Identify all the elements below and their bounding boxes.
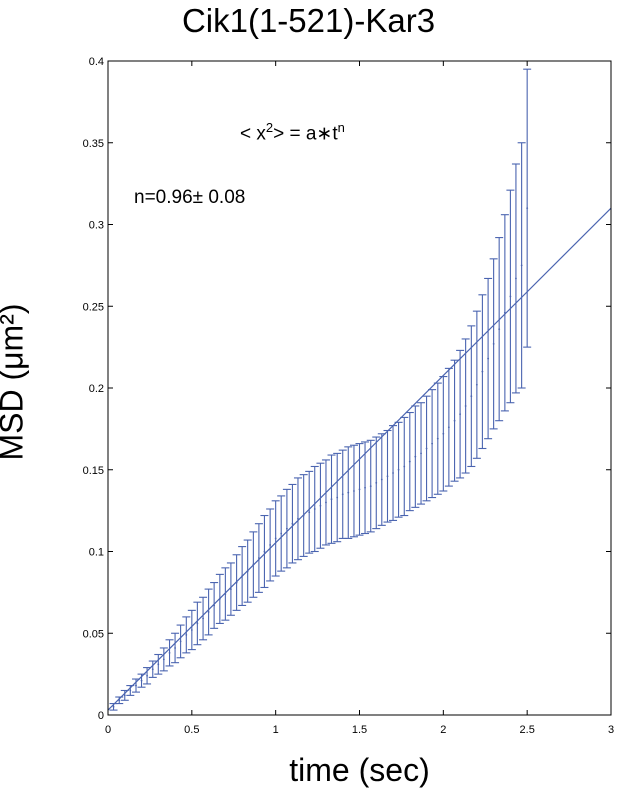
y-tick-label: 0.3 <box>89 220 104 232</box>
fit-formula: < x2> = a∗tn <box>240 120 345 145</box>
data-point <box>386 475 389 478</box>
data-point <box>364 486 366 489</box>
x-tick-label: 0 <box>105 724 111 736</box>
data-point <box>330 498 333 501</box>
data-point <box>336 496 339 499</box>
y-tick-label: 0.05 <box>83 628 104 640</box>
data-point <box>291 522 294 525</box>
data-point <box>447 426 450 429</box>
data-point <box>392 472 394 474</box>
data-point <box>526 207 529 210</box>
formula-exponent: n <box>337 120 345 135</box>
x-tick-label: 0.5 <box>184 724 199 736</box>
data-point <box>347 491 350 494</box>
data-point <box>112 705 115 708</box>
data-point <box>157 663 160 666</box>
y-tick-label: 0 <box>98 710 104 722</box>
data-layer <box>108 68 611 711</box>
exponent-value: n=0.96± 0.08 <box>134 187 246 208</box>
x-tick-label: 2.5 <box>520 724 535 736</box>
data-point <box>319 504 322 507</box>
data-point <box>162 658 165 661</box>
data-point <box>263 550 266 553</box>
data-point <box>487 357 490 360</box>
data-point <box>280 532 283 535</box>
data-point <box>179 640 182 643</box>
chart-title: Cik1(1-521)-Kar3 <box>181 2 436 39</box>
data-point <box>436 437 439 440</box>
data-point <box>509 295 512 298</box>
data-point <box>140 679 143 682</box>
y-tick-label: 0.4 <box>89 56 104 68</box>
y-tick-label: 0.1 <box>89 547 104 559</box>
data-point <box>459 413 461 416</box>
data-point <box>129 689 132 692</box>
formula-lhs: < x <box>240 123 266 145</box>
data-point <box>431 442 433 445</box>
data-point <box>207 611 210 613</box>
data-point <box>146 674 148 677</box>
y-tick-label: 0.2 <box>89 383 104 395</box>
x-tick-label: 1.5 <box>352 724 367 736</box>
data-point <box>475 383 478 386</box>
data-point <box>425 447 428 450</box>
data-point <box>498 328 501 331</box>
data-point <box>358 488 361 491</box>
data-point <box>308 511 311 514</box>
y-tick-label: 0.15 <box>83 465 104 477</box>
data-point <box>515 277 517 280</box>
data-point <box>135 684 137 687</box>
data-point <box>151 668 154 671</box>
data-point <box>492 342 495 345</box>
data-point <box>453 419 456 422</box>
data-point <box>408 460 411 463</box>
y-tick-label: 0.25 <box>83 301 104 313</box>
x-axis-label: time (sec) <box>289 752 430 788</box>
data-point <box>442 432 445 435</box>
data-point <box>380 478 383 481</box>
data-point <box>286 527 288 530</box>
fit-line <box>108 207 611 711</box>
data-point <box>464 405 467 407</box>
data-point <box>313 508 316 510</box>
data-point <box>481 370 484 373</box>
data-point <box>403 465 406 468</box>
x-tick-label: 1 <box>273 724 279 736</box>
data-point <box>341 493 344 496</box>
data-point <box>414 455 417 458</box>
data-point <box>185 633 188 636</box>
data-point <box>397 468 400 471</box>
data-point <box>325 501 327 504</box>
data-point <box>520 264 523 267</box>
data-point <box>375 481 378 484</box>
data-point <box>190 629 193 631</box>
x-tick-label: 3 <box>608 724 614 736</box>
data-point <box>168 651 171 654</box>
data-point <box>420 452 422 455</box>
data-point <box>470 395 473 398</box>
formula-superscript: 2 <box>265 120 274 135</box>
data-point <box>269 544 272 546</box>
data-point <box>369 485 372 487</box>
data-point <box>202 617 204 620</box>
data-point <box>274 537 277 540</box>
data-point <box>196 622 199 625</box>
y-tick-label: 0.35 <box>83 138 104 150</box>
x-tick-label: 2 <box>440 724 446 736</box>
data-point <box>123 694 126 697</box>
data-point <box>174 647 176 649</box>
data-point <box>353 490 355 492</box>
formula-mid: > = a∗t <box>273 123 338 145</box>
